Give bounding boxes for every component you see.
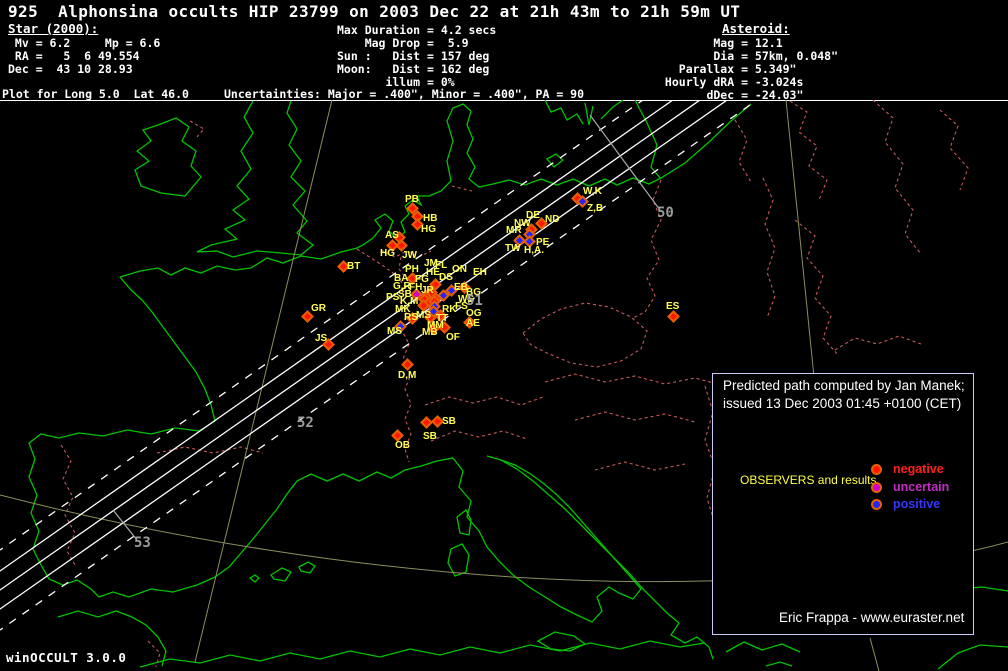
uncertainty-limit-south	[0, 100, 759, 631]
legend-label-positive: positive	[893, 497, 941, 511]
legend-label-uncertain: uncertain	[893, 480, 950, 494]
star-data: Mv = 6.2 Mp = 6.6 RA = 5 6 49.554 Dec = …	[8, 36, 161, 76]
prediction-credit-line1: Predicted path computed by Jan Manek;	[723, 378, 965, 393]
uncertainties-line: Uncertainties: Major = .400", Minor = .4…	[224, 87, 585, 101]
asteroid-heading: Asteroid:	[722, 21, 790, 36]
legend-label-negative: negative	[893, 462, 944, 476]
app-version: winOCCULT 3.0.0	[6, 650, 127, 665]
uncertain-marker-icon	[871, 482, 882, 493]
positive-marker-icon	[871, 499, 882, 510]
time-tick-lines	[112, 114, 661, 541]
star-heading: Star (2000):	[8, 21, 99, 36]
plot-location-line: Plot for Long 5.0 Lat 46.0	[2, 87, 189, 101]
header-separator	[0, 100, 1008, 101]
page-title: 925 Alphonsina occults HIP 23799 on 2003…	[8, 2, 741, 21]
path-centerline	[0, 100, 702, 591]
coastlines	[28, 100, 1008, 670]
uncertainty-limit-north	[0, 100, 644, 551]
author-credit: Eric Frappa - www.euraster.net	[779, 610, 965, 625]
event-data: Max Duration = 4.2 secs Mag Drop = 5.9 S…	[337, 23, 497, 89]
path-edge-south	[0, 100, 729, 610]
path-edge-north	[0, 100, 674, 572]
occultation-path	[0, 100, 759, 631]
europe-map	[0, 100, 1008, 671]
observers-caption: OBSERVERS and results	[740, 473, 877, 487]
prediction-credit-line2: issued 13 Dec 2003 01:45 +0100 (CET)	[723, 396, 962, 411]
negative-marker-icon	[871, 464, 882, 475]
prediction-info-box: Predicted path computed by Jan Manek; is…	[712, 373, 974, 635]
asteroid-data: Mag = 12.1 Dia = 57km, 0.048" Parallax =…	[664, 36, 839, 102]
